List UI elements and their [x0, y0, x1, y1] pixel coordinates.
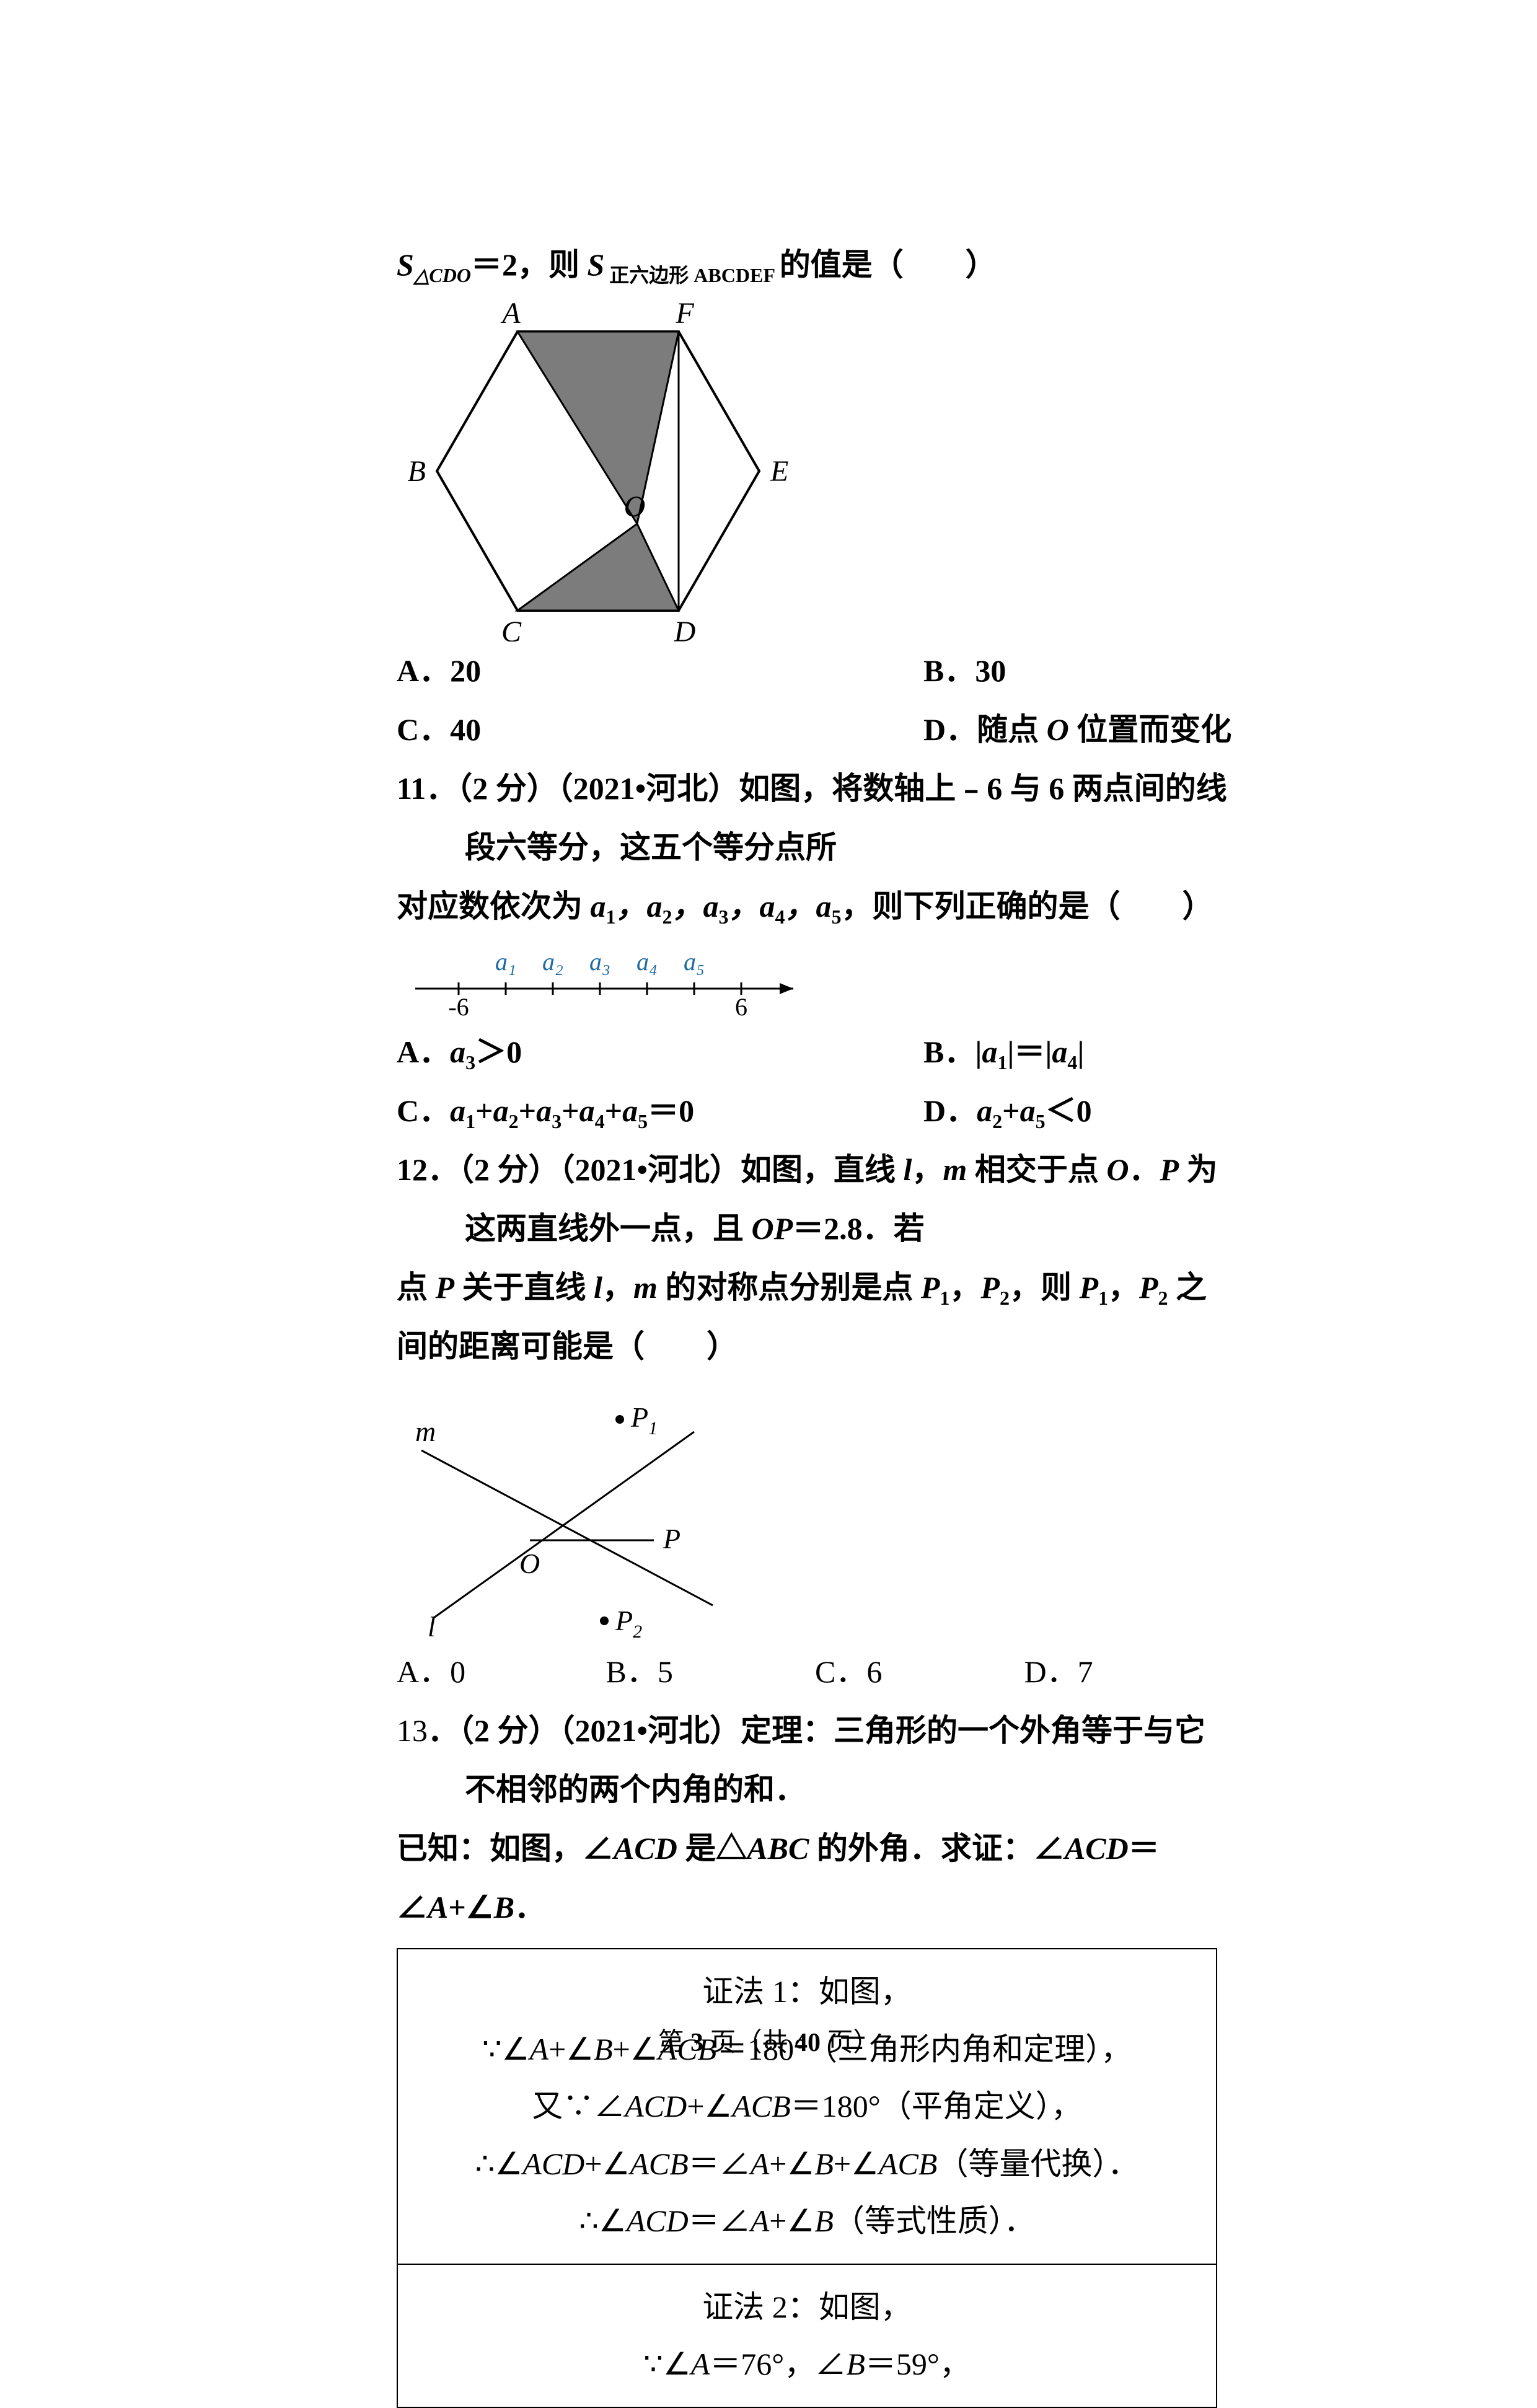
- footer-current: 3: [690, 2029, 703, 2057]
- q12-optD: D．7: [1024, 1643, 1234, 1701]
- svg-text:O: O: [624, 490, 646, 523]
- q11-num: 11: [397, 771, 426, 806]
- q11-optD: D．a2+a5＜0: [923, 1082, 1233, 1140]
- q12-line2: 点 P 关于直线 l，m 的对称点分别是点 P1，P2，则 P1，P2 之间的距…: [397, 1258, 1233, 1376]
- q10-s1: S: [397, 247, 414, 282]
- q12-optB: B．5: [606, 1643, 816, 1701]
- q11-seq: a1，a2，a3，a4，a5: [591, 889, 842, 924]
- q11-figure: a₁ a₂ a₃ a₄ a₅ -6 6: [397, 936, 1233, 1023]
- q13-num: 13: [397, 1713, 428, 1748]
- svg-text:l: l: [428, 1611, 436, 1643]
- q11-l2b: ，则下列正确的是（ ）: [842, 889, 1213, 924]
- q11-optC: C．a1+a2+a3+a4+a5＝0: [304, 1082, 923, 1140]
- numberline-svg: a₁ a₂ a₃ a₄ a₅ -6 6: [397, 936, 830, 1023]
- q13-line2: 已知：如图，∠ACD 是△ABC 的外角．求证：∠ACD＝∠A+∠B．: [397, 1819, 1233, 1937]
- q11-line1: 11．（2 分）（2021•河北）如图，将数轴上﹣6 与 6 两点间的线段六等分…: [304, 759, 1233, 877]
- q11-line2: 对应数依次为 a1，a2，a3，a4，a5，则下列正确的是（ ）: [397, 877, 1233, 936]
- q12-num: 12: [397, 1152, 428, 1187]
- svg-text:a₅: a₅: [684, 948, 705, 976]
- svg-text:P2: P2: [615, 1605, 642, 1642]
- svg-text:m: m: [415, 1416, 436, 1447]
- svg-text:C: C: [501, 615, 522, 642]
- q10-tail: 的值是（ ）: [780, 247, 997, 282]
- svg-text:F: F: [675, 297, 694, 330]
- svg-text:P1: P1: [630, 1401, 658, 1439]
- q10-optB: B．30: [923, 642, 1233, 700]
- proof2-l1: ∵∠A＝76°，∠B＝59°，: [404, 2335, 1210, 2393]
- footer-mid: 页（共: [703, 2029, 795, 2057]
- proof1-l2: 又∵∠ACD+∠ACB＝180°（平角定义），: [404, 2078, 1210, 2135]
- q11-l2a: 对应数依次为: [397, 889, 591, 924]
- svg-text:A: A: [500, 297, 521, 330]
- q12-body1: ．（2 分）（2021•河北）如图，直线 l，m 相交于点 O．P 为这两直线外…: [428, 1152, 1217, 1246]
- q11-meta: ．（2 分）（2021•河北）如图，将数轴上﹣6 与 6 两点间的线段六等分，这…: [426, 771, 1227, 865]
- svg-text:a₃: a₃: [589, 948, 610, 976]
- q10-sub2: 正六边形 ABCDEF: [604, 264, 779, 286]
- svg-text:a₁: a₁: [495, 948, 516, 976]
- footer-suffix: 页）: [821, 2029, 879, 2057]
- svg-text:a₄: a₄: [636, 948, 658, 976]
- q12-figure: m l O P P1 P2: [397, 1376, 1233, 1643]
- q11-optB: B．|a1|＝|a4|: [923, 1023, 1233, 1082]
- q12-optC: C．6: [815, 1643, 1024, 1701]
- q10-opts-row1: A．20 B．30: [304, 642, 1233, 700]
- q10-opts-row2: C．40 D．随点 O 位置而变化: [304, 700, 1233, 759]
- hexagon-svg: A B C D E F O: [397, 294, 799, 642]
- svg-text:a₂: a₂: [542, 948, 563, 976]
- q12-opts: A．0 B．5 C．6 D．7: [304, 1643, 1233, 1701]
- svg-text:P: P: [663, 1523, 680, 1555]
- proof1: 证法 1：如图， ∵∠A+∠B+∠ACB＝180°（三角形内角和定理）， 又∵∠…: [398, 1949, 1216, 2265]
- q11-optA: A．a3＞0: [304, 1023, 923, 1082]
- exam-page: S△CDO＝2，则 S 正六边形 ABCDEF 的值是（ ） A B C D E…: [0, 0, 1537, 2174]
- footer-prefix: 第: [658, 2029, 690, 2057]
- svg-text:-6: -6: [448, 993, 469, 1021]
- q12-line1: 12．（2 分）（2021•河北）如图，直线 l，m 相交于点 O．P 为这两直…: [304, 1140, 1233, 1258]
- q10-optD: D．随点 O 位置而变化: [923, 712, 1231, 747]
- q13-body1: ．（2 分）（2021•河北）定理：三角形的一个外角等于与它不相邻的两个内角的和…: [428, 1713, 1205, 1807]
- q10-figure: A B C D E F O: [397, 294, 1233, 642]
- svg-text:B: B: [408, 455, 426, 488]
- svg-text:D: D: [674, 615, 696, 642]
- q10-stem-cont: S△CDO＝2，则 S 正六边形 ABCDEF 的值是（ ）: [397, 236, 1233, 294]
- q10-eq: ＝2，则: [471, 247, 588, 282]
- proof1-title: 证法 1：如图，: [404, 1963, 1210, 2021]
- q10-optC: C．40: [304, 700, 923, 759]
- q11-opts-row2: C．a1+a2+a3+a4+a5＝0 D．a2+a5＜0: [304, 1082, 1233, 1140]
- proof2: 证法 2：如图， ∵∠A＝76°，∠B＝59°，: [398, 2265, 1216, 2407]
- proof-table: 证法 1：如图， ∵∠A+∠B+∠ACB＝180°（三角形内角和定理）， 又∵∠…: [397, 1948, 1217, 2408]
- svg-text:O: O: [519, 1548, 540, 1579]
- q10-sub1: △CDO: [414, 264, 471, 286]
- footer-total: 40: [795, 2029, 821, 2057]
- lines-svg: m l O P P1 P2: [397, 1376, 744, 1643]
- svg-text:E: E: [770, 455, 788, 488]
- q12-optA: A．0: [397, 1643, 606, 1701]
- page-footer: 第 3 页（共 40 页）: [0, 2019, 1537, 2068]
- q11-opts-row1: A．a3＞0 B．|a1|＝|a4|: [304, 1023, 1233, 1082]
- q10-s2: S: [587, 247, 604, 282]
- q10-optA: A．20: [304, 642, 923, 700]
- svg-text:6: 6: [735, 993, 747, 1021]
- q13-line1: 13．（2 分）（2021•河北）定理：三角形的一个外角等于与它不相邻的两个内角…: [304, 1701, 1233, 1819]
- proof1-l4: ∴∠ACD＝∠A+∠B（等式性质）．: [404, 2192, 1210, 2250]
- proof2-title: 证法 2：如图，: [404, 2278, 1210, 2336]
- proof1-l3: ∴∠ACD+∠ACB＝∠A+∠B+∠ACB（等量代换）．: [404, 2135, 1210, 2193]
